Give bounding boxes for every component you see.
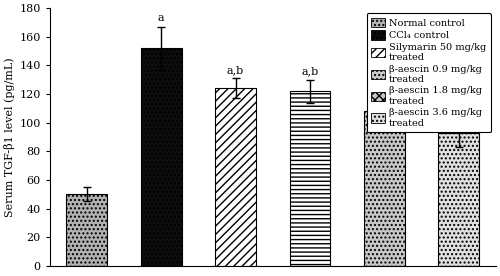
Bar (66, 194, 108, 266)
Bar (438, 133, 479, 266)
Y-axis label: Serum TGF-β1 level (pg/mL): Serum TGF-β1 level (pg/mL) (4, 57, 15, 217)
Text: a,b: a,b (302, 66, 318, 76)
Bar (364, 111, 405, 266)
Bar (215, 88, 256, 266)
Text: a,b,c: a,b,c (445, 105, 472, 115)
Bar (290, 91, 331, 266)
Text: a: a (158, 13, 164, 23)
Text: a,b: a,b (227, 65, 244, 75)
Bar (141, 48, 182, 266)
Text: a,b: a,b (376, 79, 393, 89)
Legend: Normal control, CCl₄ control, Silymarin 50 mg/kg
treated, β-aescin 0.9 mg/kg
tre: Normal control, CCl₄ control, Silymarin … (366, 13, 491, 132)
